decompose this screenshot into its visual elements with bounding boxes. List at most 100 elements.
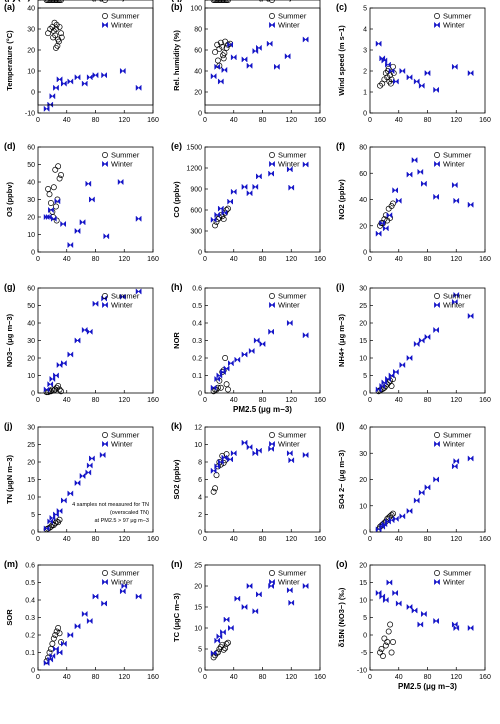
plot-frame: [204, 287, 321, 394]
y-tick-label: 30: [27, 197, 35, 204]
x-tick-label: 0: [368, 397, 372, 404]
y-tick-label: 60: [27, 286, 35, 293]
data-point-winter: [43, 525, 50, 532]
data-point-winter: [467, 69, 474, 77]
legend-marker-winter: [434, 440, 440, 448]
data-point-winter: [61, 497, 67, 504]
x-tick-label: 40: [63, 536, 71, 543]
x-axis-label: PM2.5 (μg m−3): [398, 682, 457, 691]
x-tick-label: 80: [259, 536, 267, 543]
data-point-winter: [228, 360, 234, 367]
data-point-winter: [67, 78, 74, 85]
x-tick-label: 160: [147, 674, 159, 681]
data-point-summer: [223, 381, 230, 388]
y-tick-label: 30: [27, 425, 35, 432]
data-point-winter: [386, 212, 393, 219]
x-tick-label: 80: [92, 397, 100, 404]
data-point-summer: [56, 386, 63, 393]
data-point-summer: [58, 34, 65, 41]
y-tick-label: 0: [198, 111, 202, 118]
data-point-winter: [467, 624, 474, 632]
y-tick-label: 10: [359, 356, 367, 363]
data-point-summer: [217, 384, 224, 391]
data-point-summer: [47, 200, 54, 206]
x-tick-label: 120: [450, 536, 462, 543]
data-point-winter: [135, 215, 142, 222]
data-point-winter: [246, 582, 253, 590]
data-point-winter: [61, 80, 67, 87]
data-point-winter: [217, 205, 224, 212]
data-point-summer: [56, 516, 63, 523]
x-tick-label: 120: [285, 256, 297, 263]
data-point-winter: [43, 105, 50, 113]
data-point-winter: [288, 457, 295, 464]
data-point-summer: [46, 649, 53, 656]
y-tick-label: 30: [194, 0, 202, 2]
data-point-winter: [288, 184, 295, 191]
legend-label-summer: Summer: [278, 0, 307, 2]
x-tick-label: 80: [424, 256, 432, 263]
data-point-summer: [50, 635, 57, 642]
data-point-summer: [210, 0, 217, 3]
data-point-winter: [453, 291, 460, 299]
data-point-winter: [81, 80, 88, 87]
data-point-summer: [52, 386, 59, 393]
legend-label-winter: Winter: [111, 440, 133, 449]
x-tick-label: 40: [395, 256, 403, 263]
x-tick-label: 80: [92, 0, 100, 2]
y-tick-label: 70: [27, 0, 35, 2]
data-point-winter: [268, 445, 274, 453]
y-tick-label: 40: [27, 180, 35, 187]
panel-j: 0 40 80 120 160 0 5 10 15 20 25 30 (j) TN (μgN m−3) Su…: [4, 421, 159, 543]
x-tick-label: 80: [92, 674, 100, 681]
y-tick-label: 20: [359, 223, 367, 230]
data-point-winter: [453, 457, 460, 465]
data-point-winter: [81, 610, 88, 618]
data-point-summer: [56, 175, 63, 182]
data-point-winter: [230, 54, 237, 61]
y-tick-label: 2: [363, 69, 367, 76]
x-tick-label: 40: [63, 0, 71, 2]
data-point-summer: [212, 49, 219, 56]
series-winter: [375, 579, 474, 632]
data-point-summer: [219, 0, 226, 3]
y-tick-label: 0: [31, 530, 35, 537]
x-tick-label: 0: [203, 117, 207, 124]
panel-label: (g): [4, 282, 16, 292]
data-point-winter: [393, 368, 399, 376]
data-point-winter: [47, 381, 54, 388]
data-point-winter: [406, 603, 413, 611]
plot-frame: [37, 7, 154, 114]
data-point-winter: [406, 171, 413, 178]
legend-marker-summer: [102, 13, 108, 19]
data-point-summer: [212, 0, 219, 3]
x-tick-label: 80: [259, 117, 267, 124]
legend-label-summer: Summer: [278, 569, 307, 578]
y-tick-label: 40: [359, 197, 367, 204]
data-point-summer: [47, 26, 54, 32]
data-point-summer: [378, 646, 385, 652]
data-point-winter: [388, 67, 395, 75]
data-point-summer: [223, 641, 230, 647]
y-tick-label: 20: [194, 584, 202, 591]
y-tick-label: 15: [194, 0, 202, 2]
panel-d: 0 40 80 120 160 0 10 20 30 40 50 60 (d) O3 (ppbv) Summ…: [4, 141, 159, 263]
data-point-summer: [47, 646, 54, 652]
data-point-winter: [252, 607, 259, 615]
data-point-winter: [241, 56, 248, 63]
y-axis-label: TC (μgC m−3): [172, 593, 181, 642]
legend-label-winter: Winter: [443, 440, 465, 449]
legend-marker-winter: [434, 160, 440, 168]
x-tick-label: 0: [368, 536, 372, 543]
y-tick-label: 5: [31, 512, 35, 519]
panel-label: (h): [171, 282, 183, 292]
legend-label-summer: Summer: [278, 12, 307, 21]
panel-label: (k): [171, 421, 182, 431]
y-tick-label: 0: [198, 250, 202, 257]
x-tick-label: 40: [230, 117, 238, 124]
x-tick-label: 40: [63, 256, 71, 263]
data-point-winter: [379, 219, 386, 227]
panel-label: (f): [336, 141, 345, 151]
